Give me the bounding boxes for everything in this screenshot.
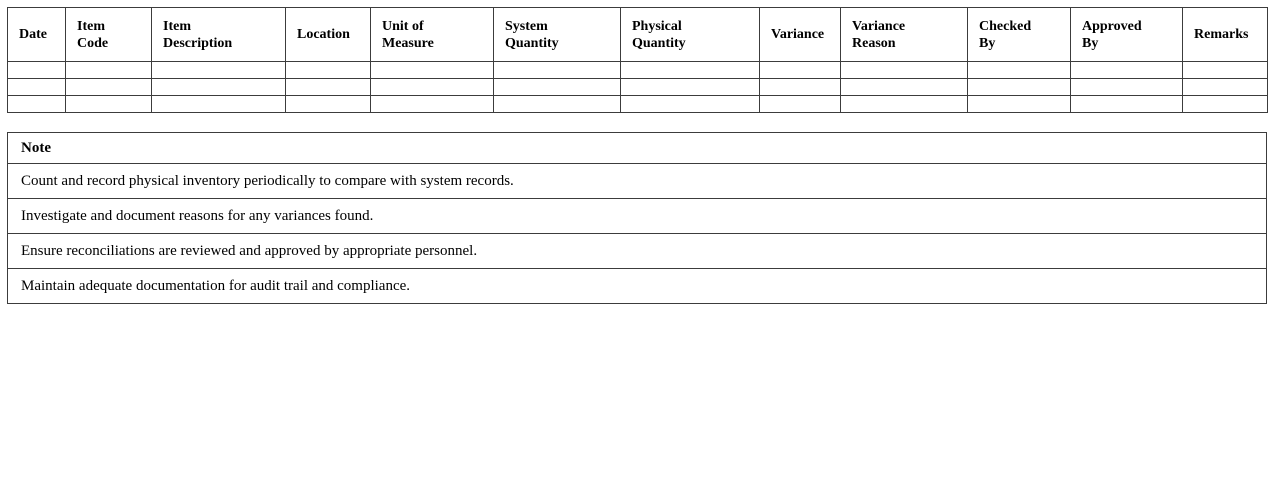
- column-header-item-description: Item Description: [151, 7, 286, 62]
- empty-data-row: [7, 95, 1268, 113]
- empty-cell: [151, 95, 286, 113]
- empty-cell: [285, 95, 371, 113]
- empty-cell: [1070, 61, 1183, 79]
- inventory-reconciliation-table: Date Item Code Item Description Location…: [7, 7, 1268, 113]
- empty-cell: [493, 78, 621, 96]
- column-header-item-code: Item Code: [65, 7, 152, 62]
- empty-cell: [65, 78, 152, 96]
- empty-cell: [967, 95, 1071, 113]
- empty-cell: [1182, 78, 1268, 96]
- empty-data-row: [7, 61, 1268, 79]
- empty-cell: [1182, 61, 1268, 79]
- column-header-unit-of-measure: Unit of Measure: [370, 7, 494, 62]
- note-title-row: Note: [7, 132, 1267, 164]
- column-header-physical-quantity: Physical Quantity: [620, 7, 760, 62]
- empty-cell: [7, 78, 66, 96]
- column-header-variance-reason: Variance Reason: [840, 7, 968, 62]
- empty-cell: [1070, 78, 1183, 96]
- empty-cell: [620, 95, 760, 113]
- column-header-approved-by: Approved By: [1070, 7, 1183, 62]
- empty-cell: [759, 95, 841, 113]
- note-row: Maintain adequate documentation for audi…: [7, 268, 1267, 304]
- empty-cell: [493, 61, 621, 79]
- column-header-date: Date: [7, 7, 66, 62]
- header-row: Date Item Code Item Description Location…: [7, 7, 1268, 62]
- empty-cell: [370, 61, 494, 79]
- empty-cell: [967, 61, 1071, 79]
- empty-cell: [7, 95, 66, 113]
- empty-cell: [7, 61, 66, 79]
- empty-cell: [151, 61, 286, 79]
- note-text: Ensure reconciliations are reviewed and …: [7, 233, 1267, 269]
- note-row: Count and record physical inventory peri…: [7, 163, 1267, 199]
- note-row: Ensure reconciliations are reviewed and …: [7, 233, 1267, 269]
- empty-cell: [620, 78, 760, 96]
- column-header-variance: Variance: [759, 7, 841, 62]
- empty-cell: [840, 78, 968, 96]
- empty-cell: [65, 61, 152, 79]
- column-header-system-quantity: System Quantity: [493, 7, 621, 62]
- empty-cell: [285, 61, 371, 79]
- empty-cell: [370, 78, 494, 96]
- column-header-remarks: Remarks: [1182, 7, 1268, 62]
- empty-cell: [65, 95, 152, 113]
- column-header-checked-by: Checked By: [967, 7, 1071, 62]
- note-title: Note: [7, 132, 1267, 164]
- note-text: Maintain adequate documentation for audi…: [7, 268, 1267, 304]
- note-text: Investigate and document reasons for any…: [7, 198, 1267, 234]
- empty-cell: [1070, 95, 1183, 113]
- note-table: Note Count and record physical inventory…: [7, 132, 1267, 304]
- note-row: Investigate and document reasons for any…: [7, 198, 1267, 234]
- empty-cell: [370, 95, 494, 113]
- empty-cell: [151, 78, 286, 96]
- empty-cell: [285, 78, 371, 96]
- empty-cell: [759, 61, 841, 79]
- empty-cell: [967, 78, 1071, 96]
- empty-cell: [840, 61, 968, 79]
- empty-cell: [493, 95, 621, 113]
- column-header-location: Location: [285, 7, 371, 62]
- note-text: Count and record physical inventory peri…: [7, 163, 1267, 199]
- empty-cell: [840, 95, 968, 113]
- empty-cell: [1182, 95, 1268, 113]
- empty-data-row: [7, 78, 1268, 96]
- empty-cell: [620, 61, 760, 79]
- empty-cell: [759, 78, 841, 96]
